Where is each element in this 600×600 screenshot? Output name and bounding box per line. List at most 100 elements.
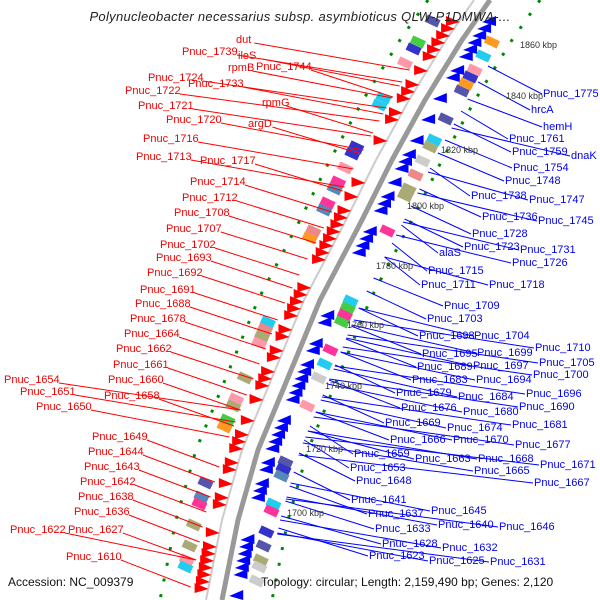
- reverse-gene-label[interactable]: Pnuc_1667: [534, 477, 590, 489]
- forward-gene-label[interactable]: Pnuc_1636: [74, 506, 130, 518]
- forward-gene-label[interactable]: rpmB: [228, 62, 255, 74]
- forward-gene-label[interactable]: Pnuc_1713: [136, 151, 192, 163]
- reverse-gene-label[interactable]: Pnuc_1747: [529, 194, 585, 206]
- reverse-gene-label[interactable]: dnaK: [571, 150, 597, 162]
- reverse-gene-label[interactable]: Pnuc_1694: [476, 374, 532, 386]
- forward-gene-label[interactable]: Pnuc_1649: [92, 431, 148, 443]
- forward-gene-label[interactable]: argD: [248, 118, 272, 130]
- reverse-gene-label[interactable]: Pnuc_1684: [458, 391, 514, 403]
- forward-gene-label[interactable]: Pnuc_1702: [160, 239, 216, 251]
- reverse-gene-label[interactable]: Pnuc_1738: [471, 190, 527, 202]
- reverse-gene-label[interactable]: hemH: [543, 121, 573, 133]
- reverse-gene-label[interactable]: Pnuc_1670: [453, 434, 509, 446]
- reverse-gene-label[interactable]: Pnuc_1728: [472, 228, 528, 240]
- forward-gene-label[interactable]: Pnuc_1717: [200, 155, 256, 167]
- forward-gene-label[interactable]: Pnuc_1712: [182, 192, 238, 204]
- reverse-gene-label[interactable]: Pnuc_1666: [390, 434, 446, 446]
- reverse-gene-label[interactable]: Pnuc_1690: [519, 401, 575, 413]
- forward-gene-label[interactable]: Pnuc_1651: [20, 386, 76, 398]
- reverse-gene-label[interactable]: Pnuc_1640: [438, 519, 494, 531]
- forward-gene-label[interactable]: Pnuc_1707: [166, 223, 222, 235]
- reverse-gene-label[interactable]: Pnuc_1663: [415, 453, 471, 465]
- forward-gene-label[interactable]: Pnuc_1664: [124, 328, 180, 340]
- reverse-gene-label[interactable]: Pnuc_1674: [447, 422, 503, 434]
- forward-gene-label[interactable]: rpmG: [262, 97, 290, 109]
- forward-gene-label[interactable]: Pnuc_1708: [174, 207, 230, 219]
- reverse-gene-label[interactable]: Pnuc_1645: [431, 505, 487, 517]
- reverse-gene-label[interactable]: Pnuc_1775: [543, 88, 599, 100]
- reverse-gene-label[interactable]: Pnuc_1632: [442, 542, 498, 554]
- reverse-gene-label[interactable]: Pnuc_1695: [422, 348, 478, 360]
- forward-gene-label[interactable]: Pnuc_1627: [68, 524, 124, 536]
- reverse-gene-label[interactable]: Pnuc_1697: [473, 360, 529, 372]
- reverse-gene-label[interactable]: Pnuc_1681: [512, 419, 568, 431]
- reverse-gene-label[interactable]: Pnuc_1718: [489, 279, 545, 291]
- reverse-gene-label[interactable]: Pnuc_1696: [526, 388, 582, 400]
- reverse-gene-label[interactable]: Pnuc_1711: [421, 279, 476, 291]
- forward-gene-label[interactable]: Pnuc_1642: [80, 476, 136, 488]
- forward-gene-label[interactable]: Pnuc_1661: [113, 359, 169, 371]
- reverse-gene-label[interactable]: Pnuc_1726: [512, 257, 568, 269]
- reverse-gene-label[interactable]: Pnuc_1736: [482, 211, 538, 223]
- reverse-gene-label[interactable]: Pnuc_1748: [505, 175, 561, 187]
- forward-gene-label[interactable]: Pnuc_1644: [88, 446, 144, 458]
- reverse-gene-label[interactable]: Pnuc_1671: [540, 459, 596, 471]
- reverse-gene-label[interactable]: Pnuc_1698: [419, 330, 475, 342]
- reverse-gene-label[interactable]: Pnuc_1699: [477, 347, 533, 359]
- reverse-gene-label[interactable]: Pnuc_1653: [350, 462, 406, 474]
- reverse-gene-label[interactable]: Pnuc_1633: [375, 523, 431, 535]
- forward-gene-label[interactable]: Pnuc_1691: [140, 284, 196, 296]
- reverse-gene-label[interactable]: Pnuc_1641: [351, 494, 407, 506]
- reverse-gene-label[interactable]: Pnuc_1631: [490, 556, 546, 568]
- forward-gene-label[interactable]: Pnuc_1638: [78, 491, 134, 503]
- reverse-gene-label[interactable]: Pnuc_1704: [474, 330, 530, 342]
- reverse-gene-label[interactable]: Pnuc_1689: [417, 361, 473, 373]
- reverse-gene-label[interactable]: Pnuc_1683: [412, 374, 468, 386]
- forward-gene-label[interactable]: Pnuc_1660: [108, 374, 164, 386]
- forward-gene-label[interactable]: dut: [236, 34, 252, 46]
- forward-gene-label[interactable]: Pnuc_1658: [104, 390, 160, 402]
- reverse-gene-label[interactable]: Pnuc_1646: [499, 521, 555, 533]
- forward-gene-label[interactable]: Pnuc_1722: [125, 85, 181, 97]
- forward-gene-label[interactable]: Pnuc_1716: [143, 133, 199, 145]
- reverse-gene-label[interactable]: Pnuc_1637: [368, 508, 424, 520]
- forward-gene-label[interactable]: ileS: [238, 50, 257, 62]
- reverse-gene-label[interactable]: Pnuc_1680: [463, 406, 519, 418]
- reverse-gene-label[interactable]: Pnuc_1715: [428, 265, 484, 277]
- forward-gene-label[interactable]: Pnuc_1739: [182, 46, 238, 58]
- forward-gene-label[interactable]: Pnuc_1678: [130, 313, 186, 325]
- reverse-gene-label[interactable]: Pnuc_1669: [385, 417, 441, 429]
- forward-gene-label[interactable]: Pnuc_1650: [36, 401, 92, 413]
- reverse-gene-label[interactable]: Pnuc_1648: [356, 475, 412, 487]
- forward-gene-label[interactable]: Pnuc_1688: [135, 298, 191, 310]
- reverse-gene-label[interactable]: Pnuc_1759: [512, 146, 568, 158]
- forward-gene-label[interactable]: Pnuc_1662: [116, 343, 172, 355]
- reverse-gene-label[interactable]: Pnuc_1710: [535, 342, 591, 354]
- forward-gene-label[interactable]: Pnuc_1610: [66, 551, 122, 563]
- forward-gene-label[interactable]: Pnuc_1622: [10, 524, 66, 536]
- forward-gene-label[interactable]: Pnuc_1643: [84, 461, 140, 473]
- reverse-gene-label[interactable]: Pnuc_1665: [474, 465, 530, 477]
- reverse-gene-label[interactable]: Pnuc_1676: [401, 402, 457, 414]
- forward-gene-label[interactable]: Pnuc_1692: [147, 267, 203, 279]
- reverse-gene-label[interactable]: Pnuc_1723: [464, 241, 520, 253]
- reverse-gene-label[interactable]: Pnuc_1709: [444, 300, 500, 312]
- forward-gene-label[interactable]: Pnuc_1693: [156, 252, 212, 264]
- reverse-gene-label[interactable]: Pnuc_1625: [429, 555, 485, 567]
- reverse-gene-label[interactable]: hrcA: [531, 104, 554, 116]
- forward-gene-label[interactable]: Pnuc_1654: [4, 374, 60, 386]
- reverse-gene-label[interactable]: Pnuc_1668: [478, 453, 534, 465]
- forward-gene-label[interactable]: Pnuc_1721: [138, 100, 194, 112]
- reverse-gene-label[interactable]: Pnuc_1677: [515, 439, 571, 451]
- reverse-gene-label[interactable]: Pnuc_1703: [427, 313, 483, 325]
- forward-gene-label[interactable]: Pnuc_1744: [256, 61, 312, 73]
- forward-gene-label[interactable]: Pnuc_1720: [166, 114, 222, 126]
- reverse-gene-label[interactable]: Pnuc_1623: [369, 550, 425, 562]
- forward-gene-label[interactable]: Pnuc_1733: [188, 78, 244, 90]
- reverse-gene-label[interactable]: Pnuc_1700: [533, 369, 589, 381]
- reverse-gene-label[interactable]: Pnuc_1628: [382, 538, 438, 550]
- reverse-gene-label[interactable]: Pnuc_1761: [509, 133, 565, 145]
- reverse-gene-label[interactable]: Pnuc_1754: [513, 162, 569, 174]
- forward-gene-label[interactable]: Pnuc_1714: [190, 176, 246, 188]
- reverse-gene-label[interactable]: Pnuc_1705: [539, 357, 595, 369]
